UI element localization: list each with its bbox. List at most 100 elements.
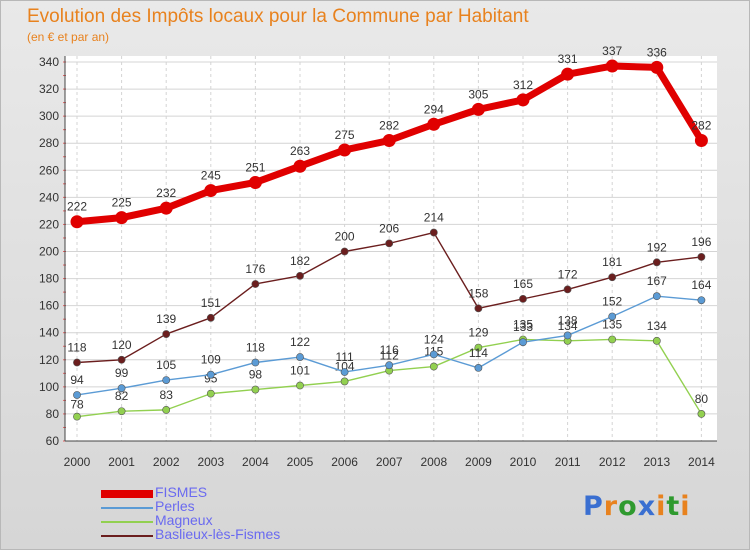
legend-label: Magneux xyxy=(155,512,213,528)
data-label: 275 xyxy=(335,128,355,142)
data-label: 82 xyxy=(115,389,129,403)
data-point xyxy=(694,134,708,148)
data-label: 118 xyxy=(246,340,265,354)
data-point xyxy=(251,358,260,367)
data-label: 232 xyxy=(156,186,176,200)
chart-title: Evolution des Impôts locaux pour la Comm… xyxy=(27,6,529,27)
data-point xyxy=(519,338,527,347)
data-label: 222 xyxy=(67,200,87,214)
data-label: 337 xyxy=(602,44,622,58)
legend-label: Baslieux-lès-Fismes xyxy=(155,526,281,542)
data-point xyxy=(296,353,304,361)
data-label: 305 xyxy=(468,87,488,101)
data-point xyxy=(159,201,173,215)
data-label: 83 xyxy=(160,388,174,402)
x-tick-label: 2000 xyxy=(64,455,91,469)
logo-letter: i xyxy=(680,491,691,522)
data-point xyxy=(561,67,575,81)
data-label: 192 xyxy=(647,240,667,254)
data-label: 251 xyxy=(245,160,265,174)
data-point xyxy=(385,239,394,248)
x-tick-label: 2013 xyxy=(643,455,670,469)
logo-letter: i xyxy=(656,491,667,522)
data-label: 336 xyxy=(647,45,667,59)
data-point xyxy=(697,296,706,305)
data-point xyxy=(115,211,129,225)
data-label: 165 xyxy=(513,277,533,291)
x-tick-label: 2009 xyxy=(465,455,492,469)
data-label: 282 xyxy=(379,119,399,133)
data-label: 134 xyxy=(647,319,667,333)
data-point xyxy=(608,273,617,282)
data-point xyxy=(296,271,304,280)
y-tick-label: 80 xyxy=(46,407,60,421)
data-point xyxy=(652,292,661,301)
x-tick-label: 2008 xyxy=(420,455,447,469)
data-label: 80 xyxy=(695,392,709,406)
data-label: 225 xyxy=(112,196,132,210)
data-label: 112 xyxy=(380,349,399,363)
data-point xyxy=(340,377,349,386)
data-point xyxy=(471,102,485,116)
data-label: 152 xyxy=(602,294,622,308)
data-point xyxy=(652,336,661,345)
data-point xyxy=(204,184,218,198)
y-tick-label: 180 xyxy=(39,272,59,286)
data-point xyxy=(206,370,215,379)
data-point xyxy=(516,93,530,107)
data-point xyxy=(605,59,619,73)
logo-letter: o xyxy=(618,491,638,522)
data-point xyxy=(652,258,661,267)
data-point xyxy=(385,361,394,370)
data-point xyxy=(206,389,215,398)
data-label: 182 xyxy=(290,254,310,268)
data-point xyxy=(117,407,126,416)
y-tick-label: 60 xyxy=(46,434,60,448)
data-point xyxy=(162,405,171,414)
data-label: 200 xyxy=(335,230,355,244)
data-point xyxy=(73,391,81,399)
data-label: 172 xyxy=(558,267,578,281)
data-point xyxy=(519,294,527,303)
y-tick-label: 260 xyxy=(39,163,59,177)
proxiti-logo: Proxiti xyxy=(583,491,691,522)
data-label: 263 xyxy=(290,144,310,158)
data-point xyxy=(608,312,617,321)
data-label: 135 xyxy=(602,317,622,331)
y-tick-label: 320 xyxy=(39,82,59,96)
data-label: 158 xyxy=(468,286,488,300)
logo-letter: P xyxy=(583,491,604,522)
data-point xyxy=(338,143,352,157)
data-point xyxy=(70,215,84,229)
data-point xyxy=(162,376,171,384)
data-label: 294 xyxy=(424,102,444,116)
logo-letter: r xyxy=(603,491,619,522)
data-point xyxy=(117,384,126,393)
data-point xyxy=(117,355,126,364)
data-point xyxy=(340,368,349,376)
data-label: 118 xyxy=(67,340,86,354)
data-label: 139 xyxy=(156,312,176,326)
x-tick-label: 2006 xyxy=(331,455,358,469)
data-label: 151 xyxy=(201,296,221,310)
data-point xyxy=(563,331,572,340)
data-point xyxy=(563,285,572,294)
y-tick-label: 160 xyxy=(39,299,59,313)
data-label: 122 xyxy=(290,335,310,349)
data-label: 120 xyxy=(112,338,132,352)
data-point xyxy=(474,304,483,313)
data-point xyxy=(251,280,260,288)
data-label: 312 xyxy=(513,78,533,92)
data-point xyxy=(206,313,215,322)
y-tick-label: 200 xyxy=(39,245,59,259)
data-label: 196 xyxy=(691,235,711,249)
y-tick-label: 340 xyxy=(39,55,59,69)
y-tick-label: 120 xyxy=(39,353,59,367)
data-point xyxy=(474,343,483,352)
x-tick-label: 2001 xyxy=(108,455,135,469)
y-tick-label: 220 xyxy=(39,217,59,231)
data-label: 78 xyxy=(70,398,84,412)
data-label: 245 xyxy=(201,169,221,183)
chart-subtitle: (en € et par an) xyxy=(27,30,110,44)
data-label: 99 xyxy=(115,366,129,380)
